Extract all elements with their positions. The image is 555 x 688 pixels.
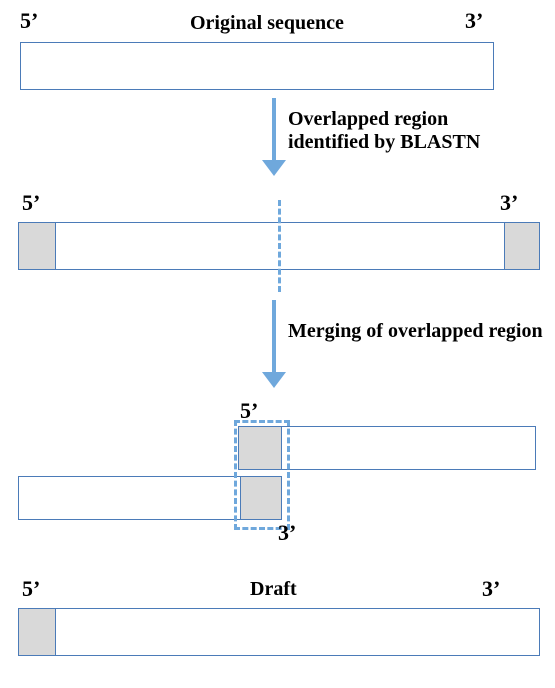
arrow2-text: Merging of overlapped region [288, 320, 543, 343]
arrow2-head [262, 372, 286, 388]
panel2-overlap-left [18, 222, 56, 270]
panel1-title: Original sequence [190, 12, 344, 35]
panel1-3prime: 3’ [465, 8, 483, 34]
panel1-5prime: 5’ [20, 8, 38, 34]
panel2-5prime: 5’ [22, 190, 40, 216]
diagram-stage: Original sequence 5’ 3’ Overlapped regio… [0, 0, 555, 688]
panel2-center-dash [278, 200, 281, 292]
arrow1-head [262, 160, 286, 176]
arrow2-shaft [272, 300, 276, 372]
panel3-3prime: 3’ [278, 520, 296, 546]
arrow1-text: Overlapped region identified by BLASTN [288, 108, 480, 154]
panel4-sequence-box [18, 608, 540, 656]
panel4-3prime: 3’ [482, 576, 500, 602]
arrow1-shaft [272, 98, 276, 160]
panel4-5prime: 5’ [22, 576, 40, 602]
panel1-sequence-box [20, 42, 494, 90]
panel4-title: Draft [250, 578, 297, 601]
panel2-3prime: 3’ [500, 190, 518, 216]
panel2-overlap-right [504, 222, 540, 270]
panel3-dash-rect [234, 420, 290, 530]
panel4-overlap-left [18, 608, 56, 656]
